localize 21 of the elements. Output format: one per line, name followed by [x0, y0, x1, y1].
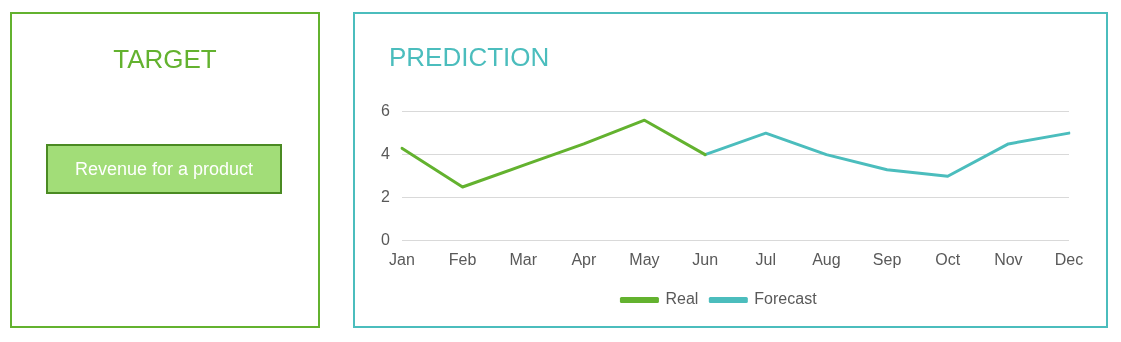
legend-label: Real	[665, 290, 699, 308]
text: TARGET	[112, 44, 218, 75]
x-tick-label: Jul	[755, 250, 776, 268]
y-tick-label: 0	[380, 231, 390, 249]
y-tick-label: 6	[380, 102, 390, 120]
x-tick-label: Apr	[571, 250, 597, 268]
x-tick-label: Nov	[994, 250, 1023, 268]
x-tick-label: Jan	[389, 250, 415, 268]
text: Revenue for a product	[46, 144, 282, 194]
x-tick-label: Oct	[935, 250, 961, 268]
y-tick-label: 4	[380, 145, 390, 163]
x-tick-label: Dec	[1054, 250, 1084, 268]
legend-label: Forecast	[754, 290, 818, 308]
x-tick-label: Feb	[448, 250, 477, 268]
x-tick-label: Mar	[509, 250, 538, 268]
x-tick-label: Aug	[812, 250, 841, 268]
x-tick-label: Sep	[872, 250, 902, 268]
x-tick-label: May	[629, 250, 660, 268]
chart-title: PREDICTION	[389, 42, 550, 73]
y-tick-label: 2	[380, 188, 390, 206]
x-tick-label: Jun	[692, 250, 719, 268]
